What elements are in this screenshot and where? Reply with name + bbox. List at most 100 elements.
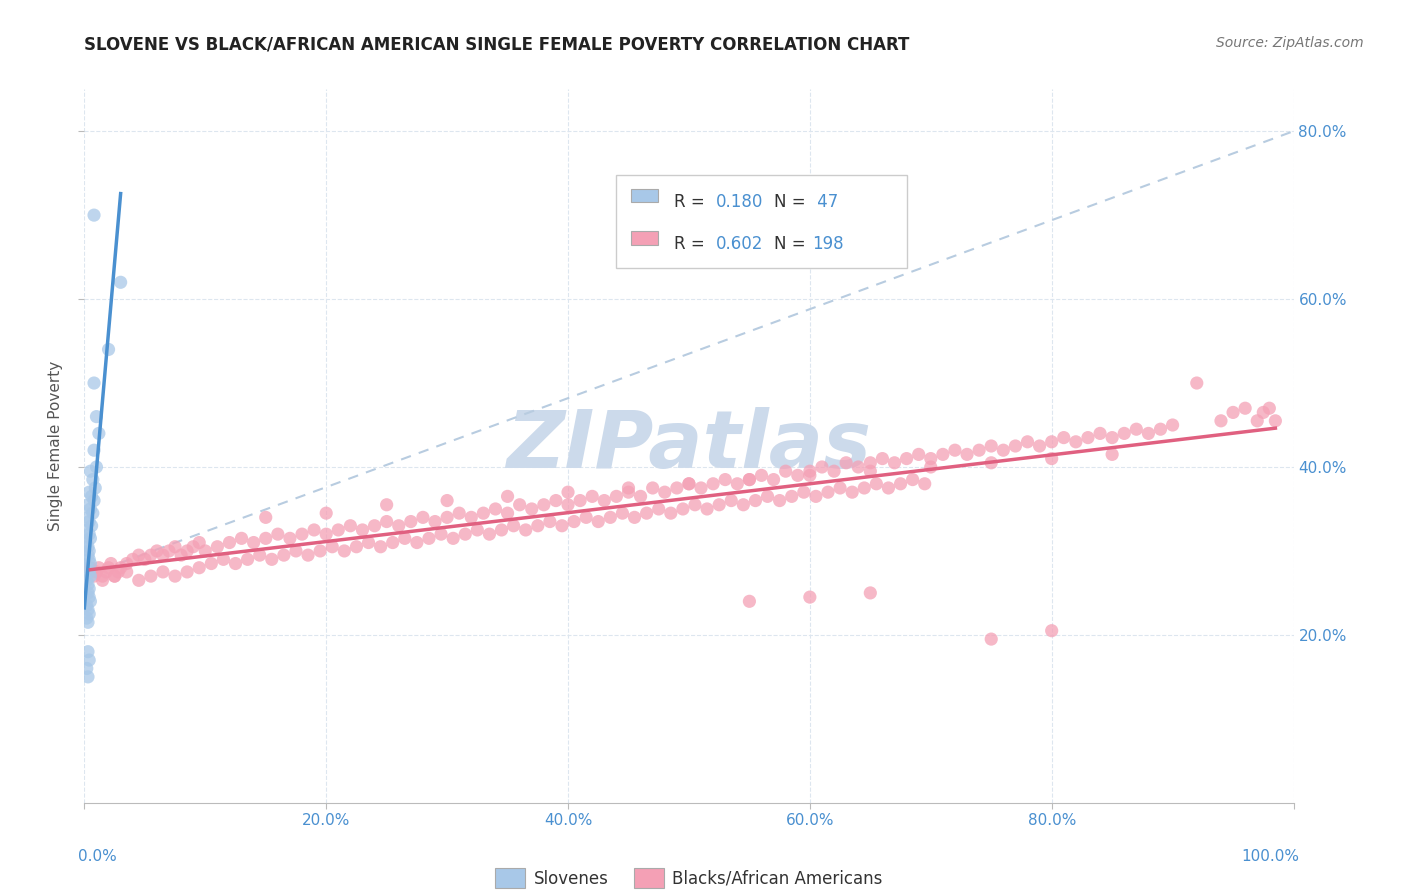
Point	[394, 532, 416, 546]
Point	[212, 552, 235, 566]
Point	[406, 535, 429, 549]
Point	[883, 456, 905, 470]
Point	[83, 376, 105, 390]
Point	[79, 594, 101, 608]
Point	[79, 569, 101, 583]
Point	[557, 485, 579, 500]
Y-axis label: Single Female Poverty: Single Female Poverty	[48, 361, 63, 531]
Point	[321, 540, 343, 554]
Point	[1064, 434, 1087, 449]
Point	[80, 518, 103, 533]
Point	[557, 498, 579, 512]
Text: ZIPatlas: ZIPatlas	[506, 407, 872, 485]
Point	[623, 510, 645, 524]
Point	[76, 535, 98, 549]
Point	[841, 485, 863, 500]
Point	[515, 523, 537, 537]
Point	[242, 535, 264, 549]
Text: 198: 198	[813, 235, 844, 253]
Point	[641, 481, 664, 495]
Text: 0.180: 0.180	[716, 193, 763, 211]
Point	[853, 481, 876, 495]
Text: Source: ZipAtlas.com: Source: ZipAtlas.com	[1216, 36, 1364, 50]
Point	[1101, 431, 1123, 445]
Point	[696, 502, 718, 516]
Point	[599, 510, 621, 524]
Point	[249, 548, 271, 562]
Point	[744, 493, 766, 508]
Point	[254, 532, 277, 546]
Point	[267, 527, 290, 541]
Point	[82, 473, 104, 487]
Point	[890, 476, 912, 491]
Point	[605, 489, 627, 503]
Point	[617, 481, 640, 495]
Point	[617, 485, 640, 500]
Point	[811, 460, 834, 475]
Point	[1053, 431, 1076, 445]
Point	[454, 527, 477, 541]
Point	[920, 451, 942, 466]
Point	[128, 548, 150, 562]
Point	[1222, 405, 1244, 419]
Point	[509, 498, 531, 512]
Point	[956, 447, 979, 461]
Point	[76, 523, 98, 537]
Point	[1185, 376, 1208, 390]
Point	[775, 464, 797, 478]
Point	[76, 661, 98, 675]
Point	[339, 518, 361, 533]
Point	[665, 481, 688, 495]
Point	[285, 544, 308, 558]
Text: R =: R =	[675, 193, 710, 211]
Point	[835, 456, 858, 470]
Point	[115, 557, 138, 571]
Point	[83, 493, 105, 508]
Point	[77, 510, 100, 524]
Point	[139, 548, 162, 562]
Point	[79, 532, 101, 546]
Point	[1114, 426, 1136, 441]
Point	[799, 590, 821, 604]
Point	[859, 456, 882, 470]
Point	[575, 510, 598, 524]
Text: 100.0%: 100.0%	[1241, 849, 1299, 864]
Point	[207, 540, 229, 554]
Point	[430, 527, 453, 541]
Point	[830, 481, 852, 495]
Point	[441, 532, 464, 546]
Point	[780, 489, 803, 503]
Point	[165, 540, 187, 554]
Bar	[616, 175, 907, 268]
Point	[804, 489, 827, 503]
Point	[399, 515, 422, 529]
Point	[502, 518, 524, 533]
Point	[77, 485, 100, 500]
Point	[967, 443, 990, 458]
Text: 47: 47	[813, 193, 838, 211]
Point	[793, 485, 815, 500]
Point	[520, 502, 543, 516]
Legend: Slovenes, Blacks/African Americans: Slovenes, Blacks/African Americans	[489, 862, 889, 892]
Point	[980, 456, 1002, 470]
Point	[194, 544, 217, 558]
Point	[678, 476, 700, 491]
Point	[418, 532, 440, 546]
Point	[654, 485, 676, 500]
Point	[436, 510, 458, 524]
Point	[756, 489, 779, 503]
Point	[799, 464, 821, 478]
Point	[1209, 414, 1232, 428]
Point	[1246, 414, 1268, 428]
Point	[636, 506, 658, 520]
Point	[496, 506, 519, 520]
Point	[315, 527, 337, 541]
Point	[786, 468, 808, 483]
Text: SLOVENE VS BLACK/AFRICAN AMERICAN SINGLE FEMALE POVERTY CORRELATION CHART: SLOVENE VS BLACK/AFRICAN AMERICAN SINGLE…	[84, 36, 910, 54]
Point	[943, 443, 966, 458]
Point	[1004, 439, 1026, 453]
Point	[218, 535, 240, 549]
Point	[817, 485, 839, 500]
Point	[80, 489, 103, 503]
Point	[86, 565, 108, 579]
